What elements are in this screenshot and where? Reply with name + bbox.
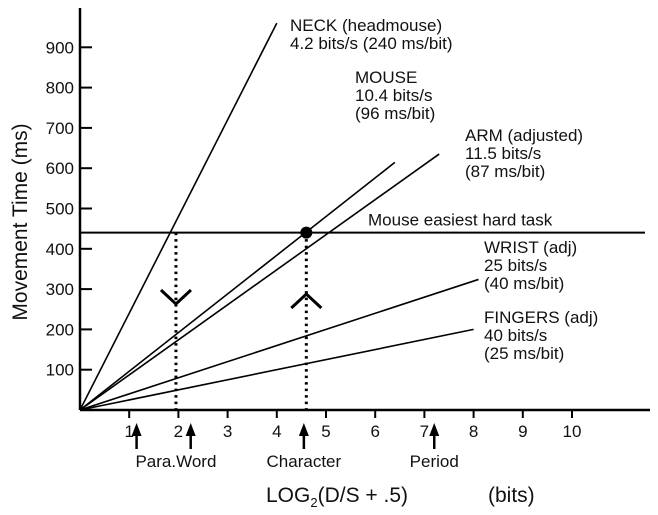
series-lines [79,22,479,411]
y-tick-label: 800 [46,79,74,98]
x-tick-label: 6 [370,422,379,441]
x-axis-unit: (bits) [488,484,535,507]
x-axis-label: LOG2(D/S + .5) [266,484,408,510]
series-label-wrist: WRIST (adj) [484,238,577,257]
x-axis-label-rest: (D/S + .5) [318,484,408,507]
series-line-mouse [79,161,396,411]
x-tick-label: 4 [272,422,281,441]
series-label-wrist: (40 ms/bit) [484,274,564,293]
y-tick-label: 600 [46,159,74,178]
task-label: Para.Word [135,452,216,471]
series-line-wrist [79,278,479,411]
x-tick-label: 9 [518,422,527,441]
series-label-mouse: MOUSE [355,68,417,87]
intersection-point [300,226,313,239]
chevron-down-marker [159,288,192,307]
x-tick-label: 10 [563,422,582,441]
vertical-guides [159,232,323,410]
x-tick-label: 2 [174,422,183,441]
series-line-neck [79,22,278,411]
y-tick-label: 500 [46,200,74,219]
x-tick-label: 1 [124,422,133,441]
up-arrow-head-icon [185,423,196,436]
y-tick-label: 300 [46,280,74,299]
y-axis-label: Movement Time (ms) [9,123,32,320]
reference-line-group: Mouse easiest hard task [80,211,645,239]
x-tick-label: 8 [469,422,478,441]
chevron-up-marker [290,291,323,310]
series-line-arm [79,153,440,411]
x-tick-label: 3 [223,422,232,441]
up-arrow-head-icon [131,423,142,436]
series-label-wrist: 25 bits/s [484,256,547,275]
y-tick-label: 900 [46,38,74,57]
series-label-mouse: (96 ms/bit) [355,104,435,123]
series-label-mouse: 10.4 bits/s [355,86,433,105]
y-tick-label: 100 [46,361,74,380]
y-tick-label: 700 [46,119,74,138]
up-arrow-head-icon [298,423,309,436]
series-line-fingers [79,328,474,411]
task-label: Period [410,452,459,471]
axis-ticks: 100 200 300 400 500 600 700 800 900 1 2 3 4 5 6 7 8 9 10 [46,38,582,441]
x-axis-label-subscript: 2 [310,495,317,510]
series-label-arm: 11.5 bits/s [465,144,541,163]
task-label: Character [267,452,342,471]
x-tick-label: 7 [420,422,429,441]
series-label-fingers: (25 ms/bit) [484,344,564,363]
series-label-neck: 4.2 bits/s (240 ms/bit) [290,34,453,53]
series-labels: NECK (headmouse)4.2 bits/s (240 ms/bit) M… [290,16,598,363]
series-label-arm: (87 ms/bit) [465,162,545,181]
y-tick-label: 400 [46,240,74,259]
series-label-fingers: 40 bits/s [484,326,547,345]
series-label-arm: ARM (adjusted) [465,126,583,145]
series-label-neck: NECK (headmouse) [290,16,442,35]
reference-line-label: Mouse easiest hard task [368,211,553,230]
up-arrow-head-icon [429,423,440,436]
task-markers: Para.Word Character Period [131,423,459,471]
y-tick-label: 200 [46,320,74,339]
series-label-fingers: FINGERS (adj) [484,308,598,327]
x-axis-label-main: LOG [266,484,310,507]
x-tick-label: 5 [321,422,330,441]
